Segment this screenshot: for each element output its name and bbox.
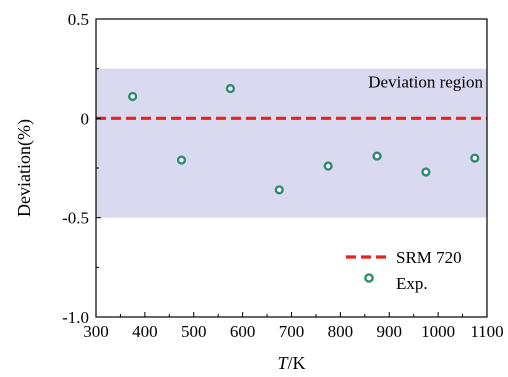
data-point: [323, 161, 333, 171]
y-tick-label: -0.5: [62, 209, 89, 228]
data-point: [421, 167, 431, 177]
y-axis-label: Deviation(%): [14, 119, 35, 217]
x-tick-label: 1100: [470, 322, 503, 341]
y-tick-label: 0.5: [68, 10, 89, 29]
data-point: [225, 83, 236, 94]
x-tick-label: 300: [83, 322, 109, 341]
y-axis-ticks: 0.5 0 -0.5 -1.0: [62, 10, 101, 327]
deviation-region-band: [96, 68, 487, 218]
experimental-points: [128, 83, 480, 195]
y-tick-label: -1.0: [62, 308, 89, 327]
data-point: [274, 185, 284, 195]
x-tick-label: 400: [132, 322, 158, 341]
legend: SRM 720 Exp.: [346, 248, 462, 293]
x-axis-label-italic: T: [277, 353, 289, 373]
x-axis-ticks: 300 400 500 600 700 800 900 1000 1100: [83, 312, 504, 341]
x-tick-label: 600: [230, 322, 256, 341]
x-tick-label: 800: [328, 322, 354, 341]
x-tick-label: 1000: [421, 322, 455, 341]
legend-exp-label: Exp.: [396, 274, 428, 293]
data-point: [470, 153, 480, 163]
data-point: [176, 155, 187, 165]
x-tick-label: 700: [279, 322, 305, 341]
deviation-region-label: Deviation region: [368, 73, 483, 92]
legend-srm-720-label: SRM 720: [396, 248, 462, 267]
y-tick-label: 0: [81, 109, 90, 128]
legend-exp-marker: [364, 273, 374, 283]
x-axis-label: T/K: [277, 353, 305, 373]
x-tick-label: 500: [181, 322, 207, 341]
data-point: [372, 151, 382, 161]
x-axis-label-unit: /K: [288, 353, 306, 373]
data-point: [128, 91, 138, 102]
x-tick-label: 900: [377, 322, 403, 341]
